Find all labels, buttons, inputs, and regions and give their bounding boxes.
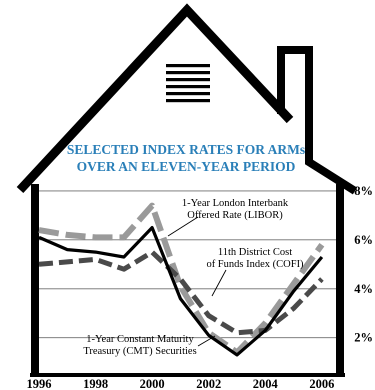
x-tick-label-3: 2002 xyxy=(196,377,221,390)
y-tick-label-1: 4% xyxy=(354,282,373,296)
annotation-leader-2 xyxy=(197,335,216,347)
series-layer xyxy=(38,202,325,357)
x-tick-label-5: 2006 xyxy=(309,377,334,390)
house-chimney xyxy=(277,46,358,195)
house-roof xyxy=(16,3,294,194)
y-tick-label-3: 8% xyxy=(354,184,373,198)
y-tick-label-2: 6% xyxy=(354,233,373,247)
series-line-cmt xyxy=(38,226,324,357)
tick-layer: 2% 4% 6% 8% 1996 1998 2000 2002 2004 2006 xyxy=(27,184,374,390)
annotation-1-line-0: 11th District Cost xyxy=(218,247,292,258)
series-line-cofi xyxy=(38,249,324,336)
annotation-leader-0 xyxy=(167,216,199,237)
x-tick-label-0: 1996 xyxy=(27,377,52,390)
chart-title-line-1: SELECTED INDEX RATES FOR ARMs xyxy=(67,142,305,157)
annotation-0-line-0: 1-Year London Interbank xyxy=(182,198,289,209)
annotation-1-line-1: of Funds Index (COFI) xyxy=(206,259,304,270)
annotation-2-line-1: Treasury (CMT) Securities xyxy=(83,346,196,357)
series-line-libor xyxy=(38,202,325,356)
x-tick-label-2: 2000 xyxy=(140,377,165,390)
x-tick-label-1: 1998 xyxy=(83,377,108,390)
attic-vent-icon xyxy=(166,64,210,103)
annotation-0-line-1: Offered Rate (LIBOR) xyxy=(187,210,283,221)
annotation-leader-1 xyxy=(211,269,227,297)
x-tick-label-4: 2004 xyxy=(253,377,279,390)
y-tick-label-0: 2% xyxy=(354,331,373,345)
annotation-2-line-0: 1-Year Constant Maturity xyxy=(86,334,194,345)
chart-title-line-2: OVER AN ELEVEN-YEAR PERIOD xyxy=(77,159,296,174)
